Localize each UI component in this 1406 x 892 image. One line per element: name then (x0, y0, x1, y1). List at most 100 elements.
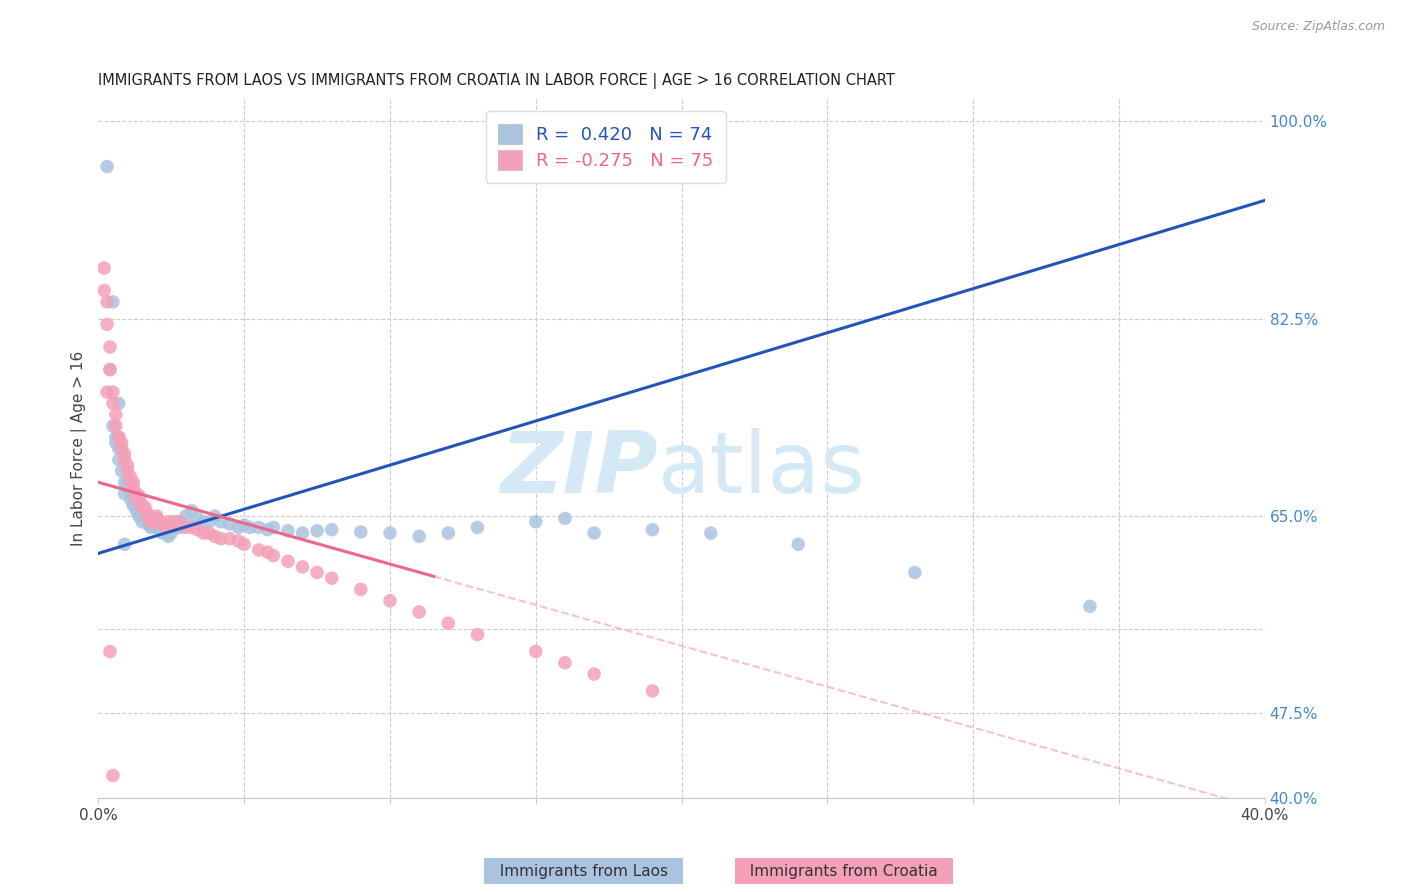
Point (145, 509, 167, 524)
Point (218, 532, 240, 546)
Point (131, 515, 153, 529)
Point (152, 526, 174, 541)
Legend: R =  0.420   N = 74, R = -0.275   N = 75: R = 0.420 N = 74, R = -0.275 N = 75 (485, 112, 725, 183)
Point (96, 385, 118, 400)
Point (437, 526, 460, 541)
Point (114, 537, 136, 551)
Point (350, 582, 373, 597)
Point (104, 418, 127, 433)
Point (114, 486, 136, 500)
Point (101, 418, 124, 433)
Point (111, 442, 134, 456)
Point (122, 475, 145, 490)
Point (107, 396, 129, 410)
Point (198, 526, 221, 541)
Point (101, 294, 124, 309)
Point (174, 520, 197, 534)
Point (233, 537, 256, 551)
Point (139, 515, 162, 529)
Point (307, 524, 329, 538)
Point (198, 515, 221, 529)
Point (467, 520, 489, 534)
Point (128, 489, 150, 503)
Point (149, 523, 172, 537)
Point (247, 543, 270, 558)
Point (228, 533, 250, 548)
Text: IMMIGRANTS FROM LAOS VS IMMIGRANTS FROM CROATIA IN LABOR FORCE | AGE > 16 CORREL: IMMIGRANTS FROM LAOS VS IMMIGRANTS FROM … (98, 73, 896, 89)
Point (120, 492, 142, 507)
Point (117, 481, 139, 495)
Point (904, 566, 927, 580)
Point (262, 549, 284, 563)
Point (437, 616, 460, 631)
Point (136, 515, 159, 529)
Point (114, 447, 136, 461)
Point (247, 520, 270, 534)
Point (262, 520, 284, 534)
Point (321, 571, 343, 585)
Point (378, 526, 401, 541)
Point (145, 511, 167, 525)
Point (524, 644, 547, 658)
Point (134, 500, 156, 515)
Point (104, 430, 127, 444)
Point (101, 768, 124, 782)
Point (157, 529, 180, 543)
Point (186, 523, 208, 537)
Point (125, 503, 148, 517)
Point (114, 452, 136, 467)
Point (98, 362, 121, 376)
Point (134, 503, 156, 517)
Point (160, 526, 183, 541)
Point (641, 523, 664, 537)
Point (120, 469, 142, 483)
Point (169, 520, 191, 534)
Point (145, 520, 167, 534)
Point (128, 492, 150, 507)
Point (583, 526, 606, 541)
Point (307, 566, 329, 580)
Point (107, 430, 129, 444)
Point (134, 511, 156, 525)
Point (136, 509, 159, 524)
Point (291, 526, 314, 541)
Point (111, 435, 134, 450)
Point (408, 529, 430, 543)
Point (125, 498, 148, 512)
Point (583, 667, 606, 681)
Text: ZIP: ZIP (501, 428, 658, 511)
Point (96, 160, 118, 174)
Point (122, 481, 145, 495)
Point (209, 532, 232, 546)
Point (155, 526, 177, 541)
Point (104, 435, 127, 450)
Point (228, 520, 250, 534)
Point (408, 605, 430, 619)
Y-axis label: In Labor Force | Age > 16: In Labor Force | Age > 16 (72, 351, 87, 546)
Point (256, 523, 278, 537)
Point (139, 520, 162, 534)
Point (467, 627, 489, 641)
Point (180, 520, 202, 534)
Point (157, 515, 180, 529)
Point (120, 486, 142, 500)
Point (117, 475, 139, 490)
Point (122, 498, 145, 512)
Point (101, 396, 124, 410)
Point (145, 520, 167, 534)
Point (111, 464, 134, 478)
Point (128, 509, 150, 524)
Point (155, 520, 177, 534)
Point (787, 537, 810, 551)
Point (98, 644, 121, 658)
Point (152, 516, 174, 531)
Point (233, 518, 256, 533)
Point (96, 294, 118, 309)
Point (122, 498, 145, 512)
Point (125, 492, 148, 507)
Point (131, 498, 153, 512)
Point (209, 515, 232, 529)
Point (98, 340, 121, 354)
Point (277, 554, 299, 568)
Point (149, 515, 172, 529)
